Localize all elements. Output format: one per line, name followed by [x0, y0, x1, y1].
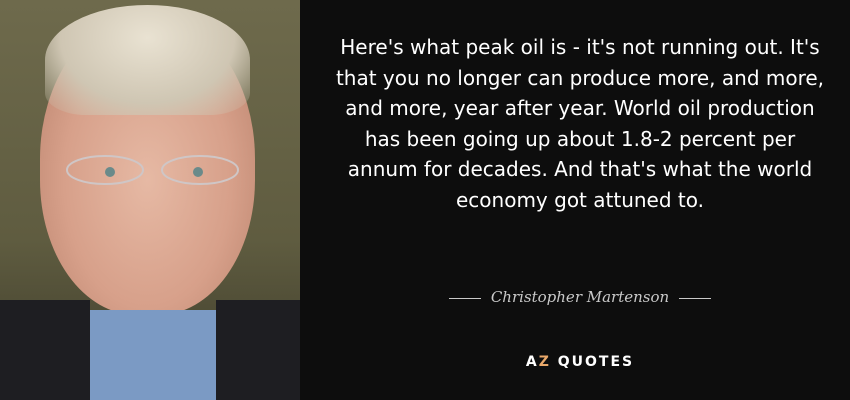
logo-a: A: [525, 354, 539, 370]
author-name: Christopher Martenson: [490, 288, 670, 306]
divider-left: [448, 297, 481, 299]
portrait-jacket: [0, 300, 300, 400]
author-portrait-photo: [0, 0, 300, 400]
portrait-hair: [45, 5, 250, 115]
quote-author: Christopher Martenson: [430, 288, 730, 306]
divider-right: [679, 297, 712, 299]
portrait-glasses: [66, 155, 239, 185]
azquotes-logo: AZ QUOTES: [520, 354, 640, 370]
logo-quotes: QUOTES: [557, 354, 635, 370]
quote-text: Here's what peak oil is - it's not runni…: [335, 35, 825, 212]
logo-z: Z: [538, 354, 551, 370]
